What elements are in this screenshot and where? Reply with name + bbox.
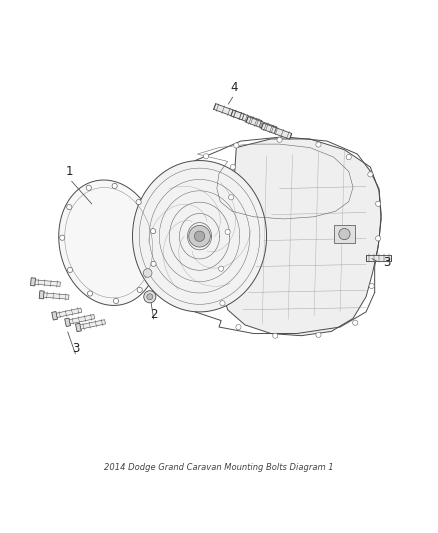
Polygon shape bbox=[44, 293, 69, 300]
Circle shape bbox=[368, 172, 373, 177]
Circle shape bbox=[88, 291, 93, 296]
Circle shape bbox=[67, 205, 72, 209]
Circle shape bbox=[60, 235, 65, 240]
Circle shape bbox=[234, 143, 239, 148]
Polygon shape bbox=[231, 110, 261, 126]
Polygon shape bbox=[366, 255, 391, 261]
Circle shape bbox=[339, 229, 350, 240]
Circle shape bbox=[147, 294, 153, 300]
Polygon shape bbox=[133, 160, 267, 312]
Circle shape bbox=[151, 261, 156, 266]
Circle shape bbox=[113, 298, 119, 303]
Polygon shape bbox=[52, 311, 57, 320]
Text: 1: 1 bbox=[66, 165, 74, 178]
Circle shape bbox=[316, 332, 321, 337]
Text: 2: 2 bbox=[150, 308, 158, 320]
Polygon shape bbox=[80, 320, 106, 329]
Polygon shape bbox=[59, 180, 159, 305]
Circle shape bbox=[236, 325, 241, 329]
Circle shape bbox=[203, 154, 208, 159]
Circle shape bbox=[151, 229, 156, 234]
Circle shape bbox=[194, 231, 205, 241]
Circle shape bbox=[272, 333, 278, 338]
Polygon shape bbox=[35, 280, 60, 286]
Text: 3: 3 bbox=[73, 342, 80, 355]
Text: 3: 3 bbox=[383, 256, 391, 269]
Circle shape bbox=[144, 290, 156, 303]
Circle shape bbox=[225, 229, 230, 235]
Polygon shape bbox=[246, 117, 276, 133]
Text: 4: 4 bbox=[230, 80, 238, 93]
Circle shape bbox=[229, 195, 234, 200]
Circle shape bbox=[86, 185, 92, 190]
Text: 2014 Dodge Grand Caravan Mounting Bolts Diagram 1: 2014 Dodge Grand Caravan Mounting Bolts … bbox=[104, 463, 334, 472]
Circle shape bbox=[112, 183, 117, 189]
Polygon shape bbox=[65, 318, 71, 327]
Circle shape bbox=[230, 165, 236, 169]
Polygon shape bbox=[69, 314, 95, 324]
Polygon shape bbox=[221, 139, 381, 336]
Polygon shape bbox=[57, 308, 82, 318]
Circle shape bbox=[375, 236, 381, 241]
Circle shape bbox=[316, 142, 321, 147]
Circle shape bbox=[219, 266, 224, 271]
Circle shape bbox=[277, 137, 282, 142]
Polygon shape bbox=[214, 103, 244, 120]
Circle shape bbox=[353, 320, 358, 325]
Circle shape bbox=[137, 287, 142, 293]
Polygon shape bbox=[261, 123, 292, 139]
Circle shape bbox=[67, 268, 73, 272]
Circle shape bbox=[189, 225, 210, 247]
Circle shape bbox=[369, 284, 374, 288]
Polygon shape bbox=[39, 290, 44, 299]
Polygon shape bbox=[334, 225, 355, 243]
Circle shape bbox=[375, 201, 381, 206]
Circle shape bbox=[143, 269, 152, 277]
Circle shape bbox=[136, 199, 141, 205]
Polygon shape bbox=[75, 323, 81, 332]
Polygon shape bbox=[31, 278, 35, 286]
Circle shape bbox=[346, 155, 351, 160]
Circle shape bbox=[220, 301, 225, 306]
